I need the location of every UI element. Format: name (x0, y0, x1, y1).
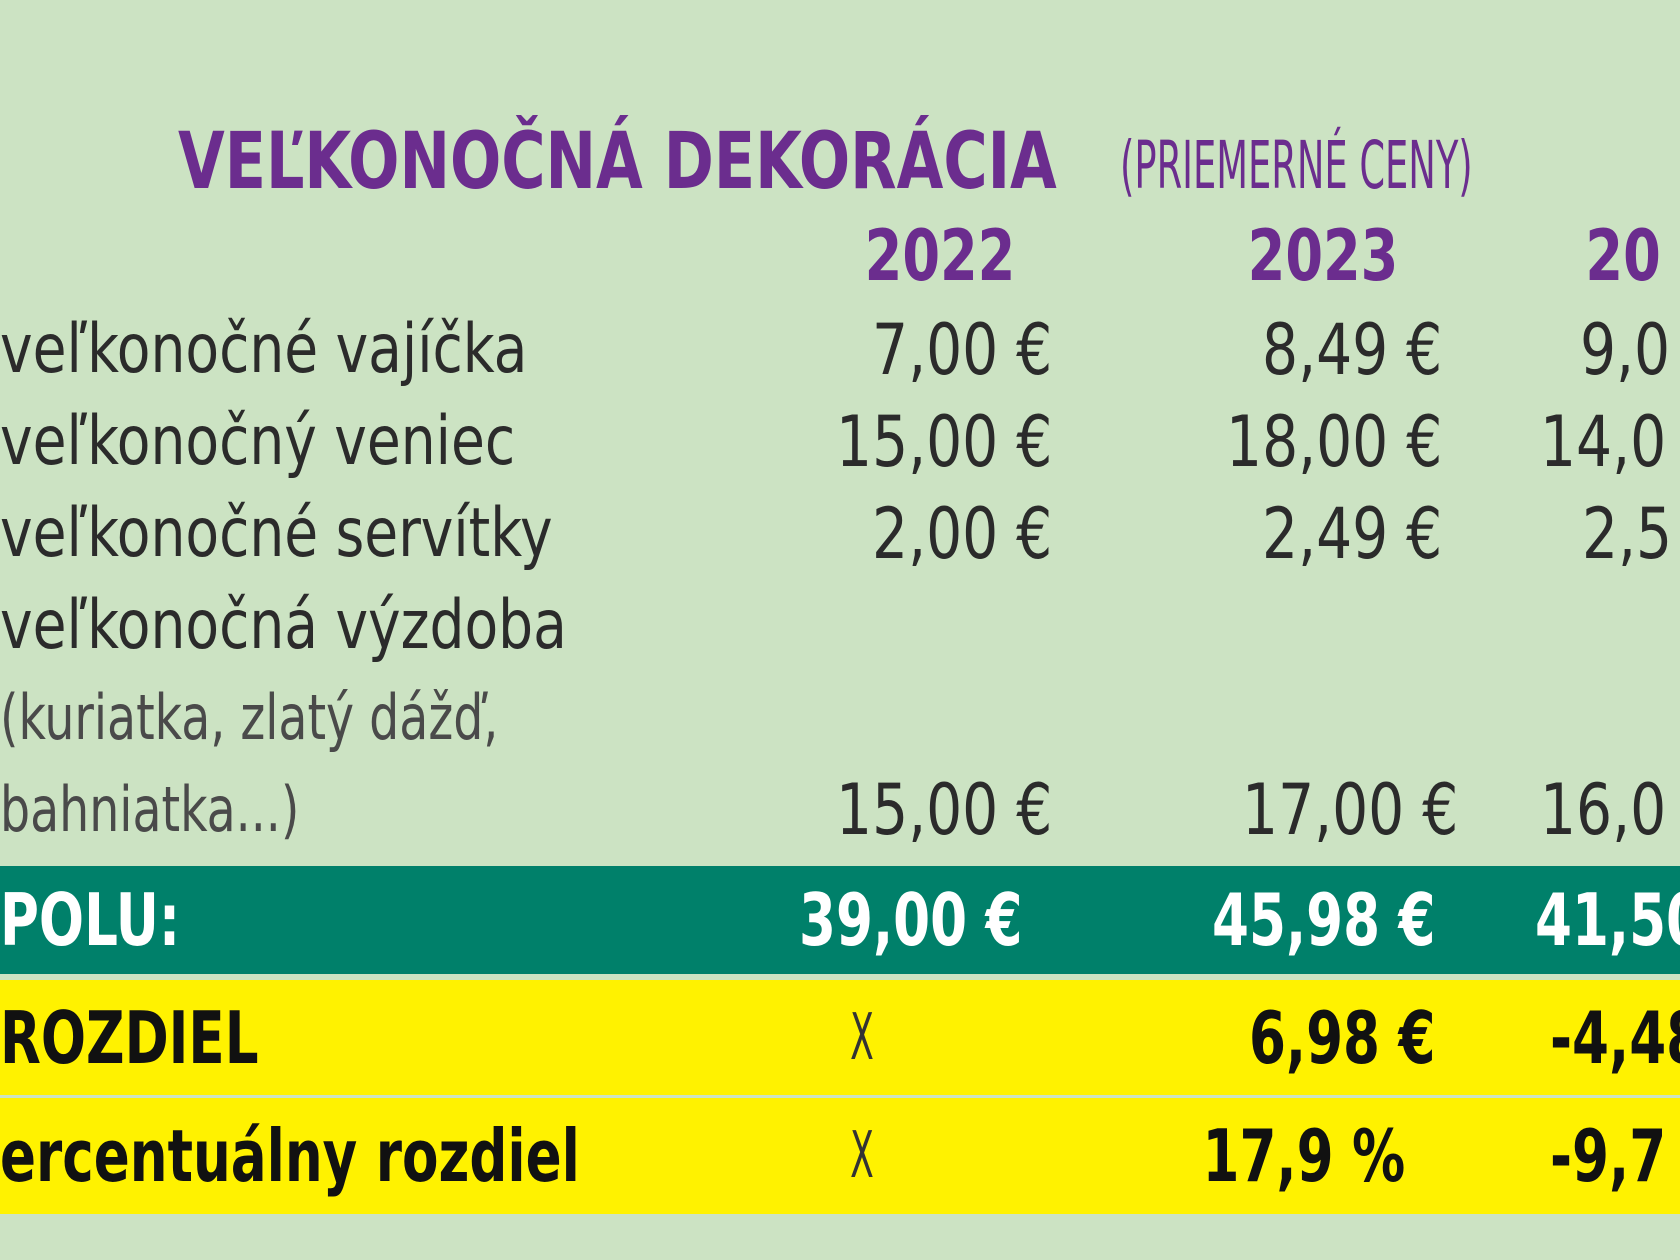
row-label-eggs: veľkonočné vajíčka (0, 310, 528, 389)
difference-row: ROZDIEL X 6,98 € -4,48 (0, 980, 1680, 1095)
title-main: VEĽKONOČNÁ DEKORÁCIA (178, 117, 1057, 207)
row-note-decoration-line2: bahniatka...) (0, 773, 300, 846)
percent-difference-2023: 17,9 % (1202, 1114, 1405, 1198)
cell-napkins-2024: 2,5 (1582, 493, 1673, 575)
row-note-decoration-line1: (kuriatka, zlatý dážď, (0, 681, 499, 754)
title-subtitle: (PRIEMERNÉ CENY) (1120, 127, 1473, 204)
cell-wreath-2022: 15,00 € (835, 401, 1052, 483)
cell-wreath-2023: 18,00 € (1225, 401, 1442, 483)
percent-difference-label: ercentuálny rozdiel (0, 1114, 580, 1198)
cell-decoration-2022: 15,00 € (835, 769, 1052, 851)
cell-decoration-2024: 16,0 (1540, 769, 1667, 851)
difference-2024: -4,48 (1550, 996, 1680, 1080)
total-row: POLU: 39,00 € 45,98 € 41,50 (0, 866, 1680, 974)
cell-wreath-2024: 14,0 (1540, 401, 1667, 483)
percent-difference-2024: -9,7 (1550, 1114, 1667, 1198)
cell-napkins-2023: 2,49 € (1261, 493, 1442, 575)
total-label: POLU: (0, 878, 181, 962)
total-2024: 41,50 (1535, 878, 1680, 962)
difference-2023: 6,98 € (1248, 996, 1435, 1080)
cell-eggs-2023: 8,49 € (1261, 309, 1442, 391)
difference-label: ROZDIEL (0, 996, 259, 1080)
percent-difference-2022: X (850, 1119, 874, 1193)
column-header-2022: 2022 (864, 215, 1016, 297)
row-label-wreath: veľkonočný veniec (0, 402, 516, 481)
difference-2022: X (850, 1001, 874, 1075)
cell-eggs-2022: 7,00 € (871, 309, 1052, 391)
total-2023: 45,98 € (1211, 878, 1435, 962)
cell-eggs-2024: 9,0 (1580, 309, 1671, 391)
row-label-decoration: veľkonočná výzdoba (0, 586, 567, 665)
cell-napkins-2022: 2,00 € (871, 493, 1052, 575)
row-label-napkins: veľkonočné servítky (0, 494, 553, 573)
column-header-2023: 2023 (1247, 215, 1399, 297)
column-header-2024: 20 (1585, 215, 1661, 297)
total-2022: 39,00 € (798, 878, 1022, 962)
percent-difference-row: ercentuálny rozdiel X 17,9 % -9,7 (0, 1098, 1680, 1214)
cell-decoration-2023: 17,00 € (1241, 769, 1458, 851)
table-title: VEĽKONOČNÁ DEKORÁCIA (PRIEMERNÉ CENY) (0, 112, 1680, 212)
